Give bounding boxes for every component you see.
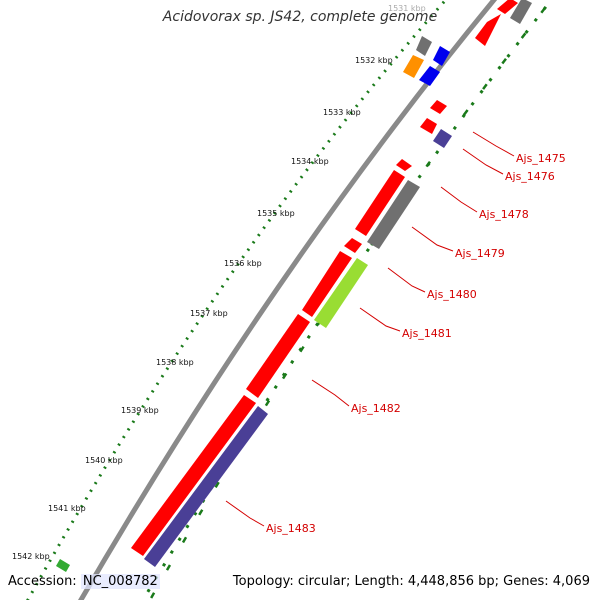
- gene-arrow[interactable]: [403, 55, 424, 78]
- gene-arrow[interactable]: [302, 251, 352, 317]
- gene-labels: Ajs_1475 Ajs_1476 Ajs_1478 Ajs_1479 Ajs_…: [266, 152, 566, 535]
- gene-arrow[interactable]: [344, 238, 362, 253]
- scale-label: 1539 kbp: [121, 406, 159, 415]
- scale-label: 1536 kbp: [224, 259, 262, 268]
- scale-label: 1538 kbp: [156, 358, 194, 367]
- gene-label-ajs-1478[interactable]: Ajs_1478: [479, 208, 529, 221]
- gene-arrow[interactable]: [396, 159, 412, 171]
- gene-arrow[interactable]: [510, 0, 532, 24]
- scale-labels: 1531 kbp 1532 kbp 1533 kbp 1534 kbp 1535…: [12, 4, 426, 561]
- label-leaders: [225, 131, 515, 527]
- gene-arrow[interactable]: [144, 406, 268, 567]
- scale-ring-inner: [138, 0, 554, 604]
- gene-label-ajs-1482[interactable]: Ajs_1482: [351, 402, 401, 415]
- accession-info: Accession: NC_008782: [8, 574, 160, 589]
- scale-label: 1540 kbp: [85, 456, 123, 465]
- gene-arrow[interactable]: [475, 14, 501, 46]
- gene-arrow[interactable]: [419, 66, 440, 86]
- gene-label-ajs-1481[interactable]: Ajs_1481: [402, 327, 452, 340]
- gene-arrow[interactable]: [355, 170, 405, 236]
- accession-label: Accession:: [8, 574, 77, 589]
- gene-label-ajs-1480[interactable]: Ajs_1480: [427, 288, 477, 301]
- scale-label: 1532 kbp: [355, 56, 393, 65]
- gene-arrow[interactable]: [433, 129, 452, 148]
- gene-arrow[interactable]: [131, 395, 256, 556]
- accession-value: NC_008782: [80, 574, 160, 589]
- scale-label: 1541 kbp: [48, 504, 86, 513]
- map-title-text: Acidovorax sp. JS42, complete genome: [162, 9, 438, 25]
- inner-ring-ticks: [148, 7, 546, 601]
- scale-label: 1533 kbp: [323, 108, 361, 117]
- scale-label: 1542 kbp: [12, 552, 50, 561]
- gene-arrow[interactable]: [497, 0, 518, 14]
- gene-arrow[interactable]: [246, 314, 310, 398]
- scale-ring-outer: [23, 0, 448, 604]
- gene-arrow[interactable]: [433, 46, 450, 66]
- scale-label: 1534 kbp: [291, 157, 329, 166]
- gene-arrow[interactable]: [314, 258, 368, 328]
- gene-label-ajs-1483[interactable]: Ajs_1483: [266, 522, 316, 535]
- map-title: Acidovorax sp. JS42, complete genome: [0, 9, 600, 25]
- gene-arrow[interactable]: [56, 559, 70, 572]
- scale-label: 1535 kbp: [257, 209, 295, 218]
- gene-label-ajs-1476[interactable]: Ajs_1476: [505, 170, 555, 183]
- scale-label: 1531 kbp: [388, 4, 426, 13]
- gene-arrow[interactable]: [430, 100, 447, 114]
- reverse-genes: [56, 0, 532, 572]
- gene-arrow[interactable]: [416, 36, 432, 56]
- gene-label-ajs-1479[interactable]: Ajs_1479: [455, 247, 505, 260]
- forward-genes: [131, 0, 518, 556]
- gene-label-ajs-1475[interactable]: Ajs_1475: [516, 152, 566, 165]
- scale-label: 1537 kbp: [190, 309, 228, 318]
- gene-arrow[interactable]: [420, 118, 437, 134]
- topology-info: Topology: circular; Length: 4,448,856 bp…: [232, 574, 590, 589]
- gene-arrow[interactable]: [367, 180, 420, 249]
